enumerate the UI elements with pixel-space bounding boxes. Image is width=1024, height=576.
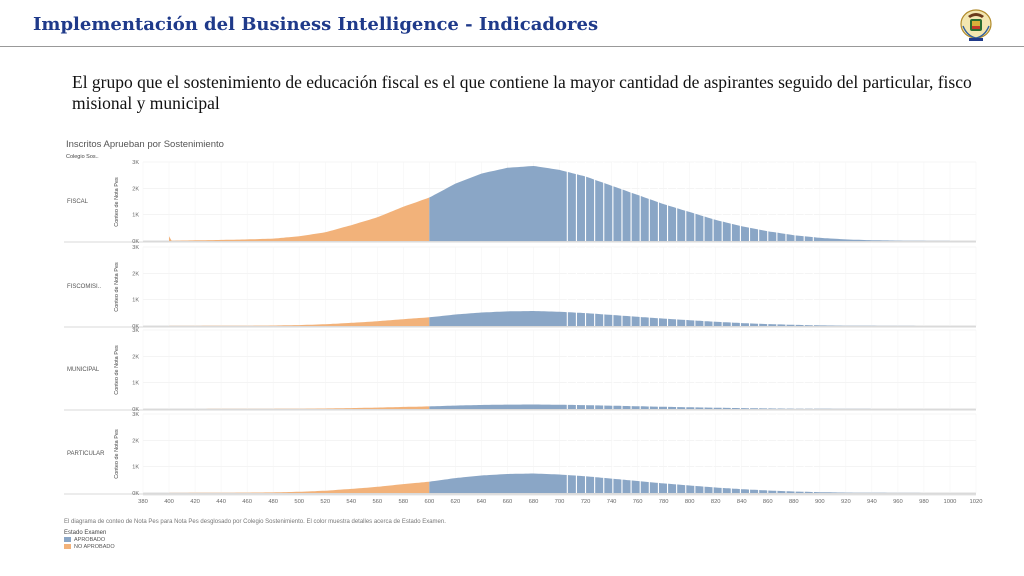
row-header-label: Colegio Sos.. <box>66 154 99 160</box>
x-tick-label: 700 <box>555 499 565 505</box>
legend-label-no-aprobado: NO APROBADO <box>74 543 115 550</box>
legend-label-aprobado: APROBADO <box>74 536 106 543</box>
panel-1-y-tick-label: 3K <box>132 160 139 166</box>
x-tick-label: 940 <box>867 499 877 505</box>
panel-2-y-tick-label: 2K <box>132 271 139 277</box>
panel-1-area-no-aprobado <box>169 197 430 241</box>
panel-2-y-tick-label: 1K <box>132 298 139 304</box>
x-tick-label: 380 <box>138 499 148 505</box>
panel-3-y-tick-label: 0K <box>132 407 139 413</box>
title-divider <box>0 46 1024 47</box>
x-tick-label: 980 <box>919 499 929 505</box>
x-tick-label: 460 <box>242 499 252 505</box>
institution-emblem-icon <box>960 9 992 41</box>
x-tick-label: 860 <box>763 499 773 505</box>
x-tick-label: 440 <box>216 499 226 505</box>
x-tick-label: 480 <box>268 499 278 505</box>
panel-4-y-tick-label: 2K <box>132 438 139 444</box>
panel-3-area-no-aprobado <box>169 406 430 409</box>
panel-3-area-aprobado <box>429 404 950 409</box>
x-tick-label: 1000 <box>944 499 957 505</box>
panel-2-area-no-aprobado <box>169 317 430 326</box>
slide-body-text: El grupo que el sostenimiento de educaci… <box>72 72 972 113</box>
panel-2-area-aprobado <box>429 311 950 326</box>
x-tick-label: 600 <box>425 499 435 505</box>
chart-title: Inscritos Aprueban por Sostenimiento <box>66 139 224 150</box>
legend-swatch-aprobado <box>64 537 71 542</box>
panel-4-y-tick-label: 0K <box>132 491 139 497</box>
x-tick-label: 560 <box>372 499 382 505</box>
x-tick-label: 500 <box>294 499 304 505</box>
x-tick-label: 660 <box>503 499 513 505</box>
panel-1-y-tick-label: 0K <box>132 239 139 245</box>
x-tick-label: 960 <box>893 499 903 505</box>
panel-1-y-tick-label: 1K <box>132 213 139 219</box>
panel-3-y-axis-title: Conteo de Nota Pes <box>114 345 120 395</box>
panel-4-area-no-aprobado <box>169 481 430 493</box>
x-tick-label: 1020 <box>970 499 983 505</box>
legend-item-aprobado: APROBADO <box>64 536 115 543</box>
panel-4-row-label: PARTICULAR <box>67 451 105 457</box>
x-tick-label: 640 <box>477 499 487 505</box>
x-tick-label: 800 <box>685 499 695 505</box>
panel-4-y-tick-label: 1K <box>132 465 139 471</box>
panel-4-y-axis-title: Conteo de Nota Pes <box>114 429 120 479</box>
panel-4-area-aprobado <box>429 473 950 493</box>
panel-1-area-aprobado <box>429 166 950 241</box>
panel-1-row-label: FISCAL <box>67 199 89 205</box>
panel-4-y-tick-label: 3K <box>132 412 139 418</box>
x-tick-label: 680 <box>529 499 539 505</box>
panel-3-y-tick-label: 3K <box>132 328 139 334</box>
x-tick-label: 620 <box>451 499 461 505</box>
legend-item-no-aprobado: NO APROBADO <box>64 543 115 550</box>
x-tick-label: 420 <box>190 499 200 505</box>
x-tick-label: 580 <box>398 499 408 505</box>
panel-3-y-tick-label: 1K <box>132 381 139 387</box>
panel-1-y-axis-title: Conteo de Nota Pes <box>114 177 120 227</box>
x-tick-label: 400 <box>164 499 174 505</box>
x-tick-label: 540 <box>346 499 356 505</box>
legend-swatch-no-aprobado <box>64 544 71 549</box>
panel-1-y-tick-label: 2K <box>132 186 139 192</box>
slide-title: Implementación del Business Intelligence… <box>33 14 599 35</box>
panel-3-row-label: MUNICIPAL <box>67 367 100 373</box>
panel-2-y-tick-label: 0K <box>132 324 139 330</box>
panel-2-y-axis-title: Conteo de Nota Pes <box>114 262 120 312</box>
panel-2-row-label: FISCOMISI.. <box>67 284 101 290</box>
x-tick-label: 760 <box>633 499 643 505</box>
x-tick-label: 840 <box>737 499 747 505</box>
histogram-chart: Inscritos Aprueban por Sostenimiento Cole… <box>64 139 983 505</box>
x-tick-label: 820 <box>711 499 721 505</box>
x-tick-label: 880 <box>789 499 799 505</box>
chart-legend: Estado Examen APROBADO NO APROBADO <box>64 530 115 550</box>
x-tick-label: 900 <box>815 499 825 505</box>
x-tick-label: 780 <box>659 499 669 505</box>
x-tick-label: 740 <box>607 499 617 505</box>
chart-footnote: El diagrama de conteo de Nota Pes para N… <box>64 519 446 525</box>
x-tick-label: 920 <box>841 499 851 505</box>
panel-3-y-tick-label: 2K <box>132 354 139 360</box>
x-tick-label: 720 <box>581 499 591 505</box>
x-tick-label: 520 <box>320 499 330 505</box>
legend-title: Estado Examen <box>64 530 107 536</box>
panel-2-y-tick-label: 3K <box>132 245 139 251</box>
